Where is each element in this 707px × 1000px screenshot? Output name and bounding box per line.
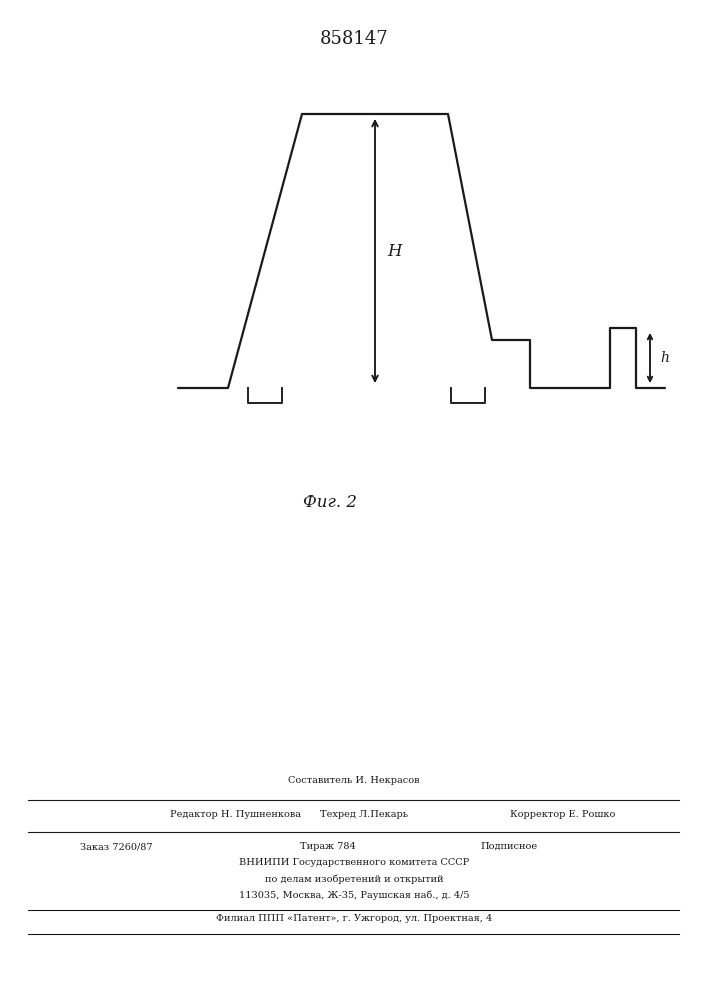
Text: H: H xyxy=(387,242,402,259)
Text: Техред Л.Пекарь: Техред Л.Пекарь xyxy=(320,810,408,819)
Text: 858147: 858147 xyxy=(320,30,388,48)
Text: Фиг. 2: Фиг. 2 xyxy=(303,494,357,511)
Text: Составитель И. Некрасов: Составитель И. Некрасов xyxy=(288,776,420,785)
Text: по делам изобретений и открытий: по делам изобретений и открытий xyxy=(264,874,443,884)
Text: Заказ 7260/87: Заказ 7260/87 xyxy=(80,842,153,851)
Text: Корректор Е. Рошко: Корректор Е. Рошко xyxy=(510,810,615,819)
Text: h: h xyxy=(660,351,669,365)
Text: Тираж 784: Тираж 784 xyxy=(300,842,356,851)
Text: 113035, Москва, Ж-35, Раушская наб., д. 4/5: 113035, Москва, Ж-35, Раушская наб., д. … xyxy=(239,890,469,900)
Text: Подписное: Подписное xyxy=(480,842,537,851)
Text: Филиал ППП «Патент», г. Ужгород, ул. Проектная, 4: Филиал ППП «Патент», г. Ужгород, ул. Про… xyxy=(216,914,492,923)
Text: Редактор Н. Пушненкова: Редактор Н. Пушненкова xyxy=(170,810,301,819)
Text: ВНИИПИ Государственного комитета СССР: ВНИИПИ Государственного комитета СССР xyxy=(239,858,469,867)
